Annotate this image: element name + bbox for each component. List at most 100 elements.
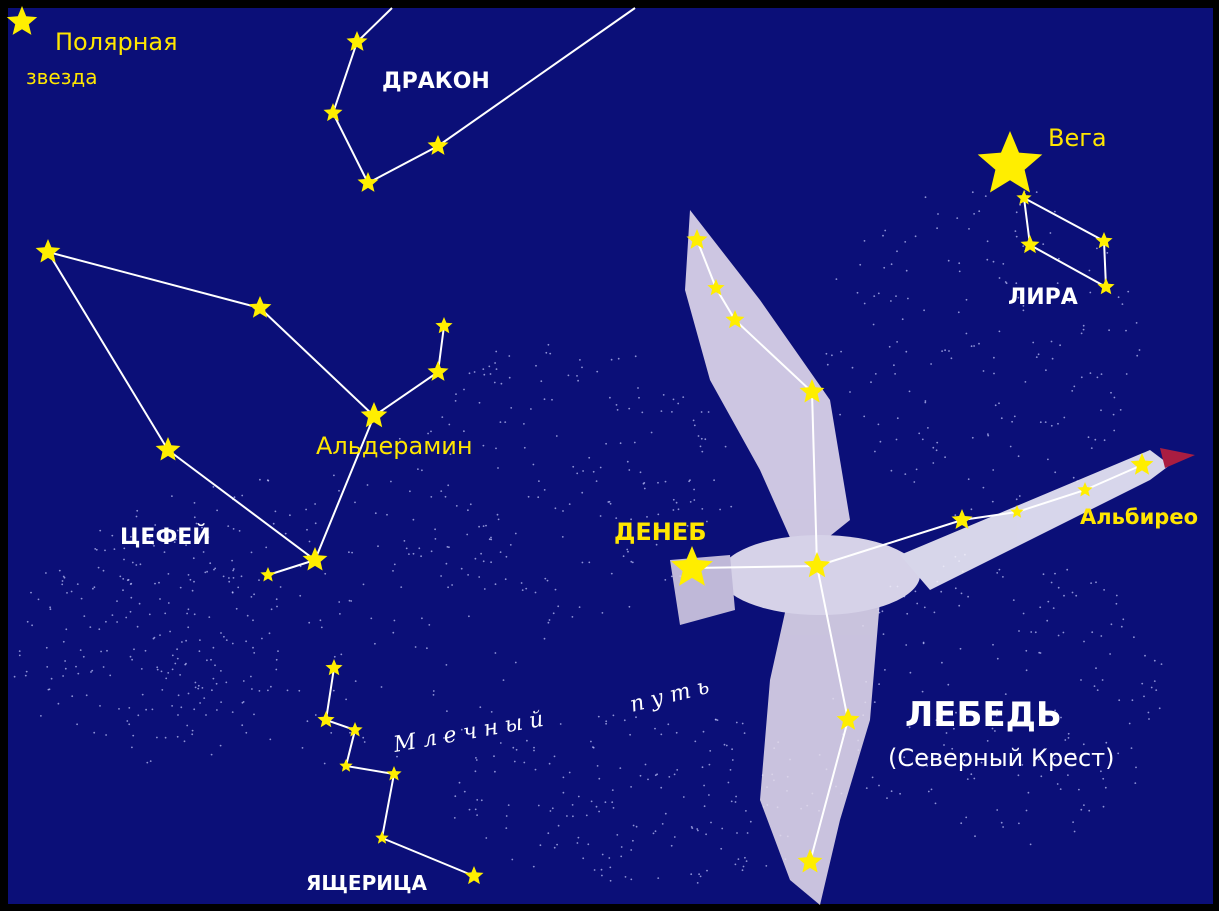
dust-speck (655, 830, 657, 832)
dust-speck (1018, 774, 1020, 776)
dust-speck (668, 776, 670, 778)
dust-speck (905, 351, 907, 353)
dust-speck (1028, 792, 1030, 794)
dust-speck (673, 499, 675, 501)
dust-speck (973, 778, 975, 780)
dust-speck (1144, 655, 1146, 657)
dust-speck (544, 638, 546, 640)
dust-speck (906, 613, 908, 615)
dust-speck (392, 632, 394, 634)
dust-speck (273, 523, 275, 525)
dust-speck (261, 638, 263, 640)
dust-speck (259, 479, 261, 481)
dust-speck (1100, 635, 1102, 637)
dust-speck (241, 495, 243, 497)
dust-speck (99, 530, 101, 532)
dust-speck (709, 750, 711, 752)
dust-speck (508, 355, 510, 357)
dust-speck (276, 659, 278, 661)
dust-speck (454, 795, 456, 797)
dust-speck (744, 732, 746, 734)
dust-speck (967, 778, 969, 780)
dust-speck (674, 836, 676, 838)
dust-speck (171, 705, 173, 707)
dust-speck (736, 722, 738, 724)
dust-speck (1083, 641, 1085, 643)
dust-speck (1078, 789, 1080, 791)
dust-speck (530, 408, 532, 410)
dust-speck (141, 668, 143, 670)
dust-speck (1083, 804, 1085, 806)
dust-speck (1155, 689, 1157, 691)
dust-speck (538, 805, 540, 807)
dust-speck (897, 417, 899, 419)
dust-speck (569, 772, 571, 774)
dust-speck (1134, 782, 1136, 784)
dust-speck (954, 514, 956, 516)
dust-speck (563, 792, 565, 794)
dust-speck (130, 611, 132, 613)
dust-speck (406, 548, 408, 550)
dust-speck (100, 651, 102, 653)
dust-speck (643, 483, 645, 485)
dust-speck (234, 496, 236, 498)
dust-speck (495, 448, 497, 450)
dust-speck (413, 519, 415, 521)
dust-speck (204, 572, 206, 574)
dust-speck (677, 403, 679, 405)
dust-speck (996, 809, 998, 811)
dust-speck (629, 734, 631, 736)
dust-speck (447, 546, 449, 548)
dust-speck (533, 747, 535, 749)
dust-speck (1113, 414, 1115, 416)
dust-speck (498, 519, 500, 521)
dust-speck (936, 442, 938, 444)
dust-speck (553, 612, 555, 614)
dust-speck (986, 259, 988, 261)
dust-speck (617, 409, 619, 411)
dust-speck (94, 548, 96, 550)
dust-speck (1038, 353, 1040, 355)
dust-speck (995, 404, 997, 406)
dust-speck (1011, 421, 1013, 423)
dust-speck (363, 584, 365, 586)
dust-speck (1038, 652, 1040, 654)
dust-speck (628, 469, 630, 471)
dust-speck (883, 633, 885, 635)
dust-speck (610, 880, 612, 882)
dust-speck (966, 333, 968, 335)
dust-speck (91, 670, 93, 672)
dust-speck (694, 425, 696, 427)
dust-speck (1054, 211, 1056, 213)
dust-speck (883, 267, 885, 269)
dust-speck (624, 719, 626, 721)
dust-speck (276, 598, 278, 600)
dust-speck (232, 643, 234, 645)
dust-speck (1139, 349, 1141, 351)
dust-speck (875, 373, 877, 375)
dust-speck (616, 834, 618, 836)
dust-speck (698, 435, 700, 437)
dust-speck (106, 650, 108, 652)
dust-speck (704, 805, 706, 807)
dust-speck (743, 866, 745, 868)
dust-speck (1081, 376, 1083, 378)
dust-speck (744, 857, 746, 859)
dust-speck (562, 510, 564, 512)
dust-speck (657, 877, 659, 879)
dust-speck (968, 478, 970, 480)
dust-speck (253, 652, 255, 654)
dust-speck (40, 715, 42, 717)
dust-speck (315, 522, 317, 524)
dust-speck (1072, 592, 1074, 594)
dust-speck (665, 481, 667, 483)
dust-speck (993, 373, 995, 375)
dust-speck (544, 489, 546, 491)
dust-speck (690, 873, 692, 875)
dust-speck (522, 589, 524, 591)
dust-speck (693, 489, 695, 491)
dust-speck (566, 815, 568, 817)
dust-speck (483, 445, 485, 447)
dust-speck (211, 689, 213, 691)
dust-speck (123, 559, 125, 561)
